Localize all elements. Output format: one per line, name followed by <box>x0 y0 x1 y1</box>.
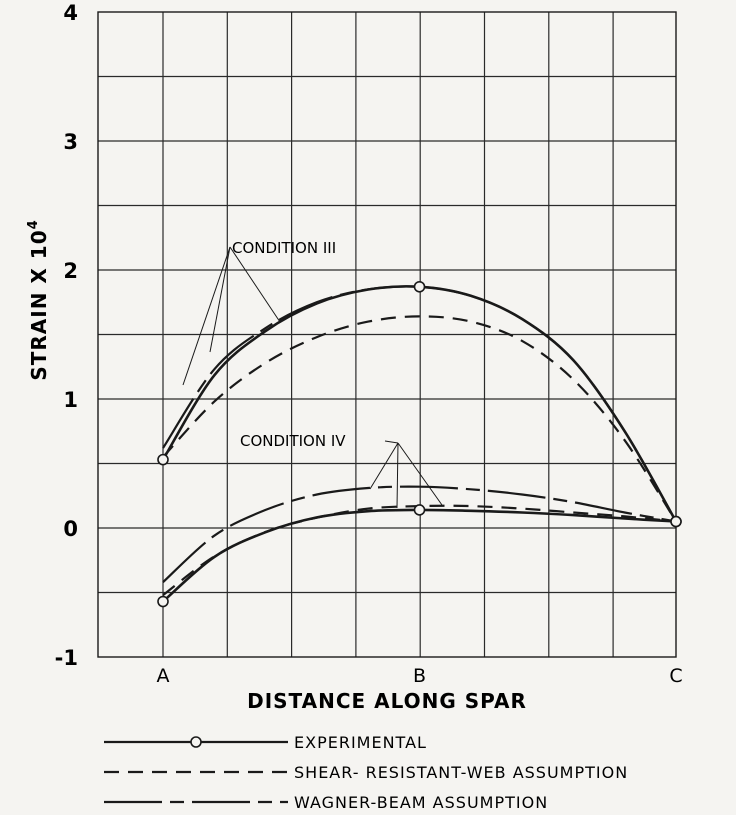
legend: EXPERIMENTAL SHEAR- RESISTANT-WEB ASSUMP… <box>104 733 628 812</box>
annotation-condition-iv-label: CONDITION IV <box>240 432 346 450</box>
leader-line <box>369 442 399 490</box>
series-line-condition-iv-dashed <box>162 504 677 596</box>
leader-line <box>209 246 231 353</box>
y-axis-title: STRAIN X 104 <box>26 219 51 380</box>
y-tick-label: 3 <box>63 130 78 154</box>
legend-marker <box>190 736 202 748</box>
annotation-condition-iii: CONDITION III <box>182 239 336 386</box>
y-tick-label: 1 <box>63 388 78 412</box>
y-tick-label: 4 <box>63 1 78 25</box>
data-point <box>413 280 426 293</box>
data-point <box>413 504 426 516</box>
series-line-condition-iv-solid-circle <box>162 508 677 603</box>
legend-item-wagner-beam: WAGNER-BEAM ASSUMPTION <box>104 793 548 812</box>
legend-label: WAGNER-BEAM ASSUMPTION <box>294 793 548 812</box>
leader-line <box>182 246 231 386</box>
legend-label: EXPERIMENTAL <box>294 733 427 752</box>
y-tick-labels: -1 0 1 2 3 4 <box>55 1 78 670</box>
leader-line <box>397 442 443 506</box>
markers <box>157 280 682 608</box>
annotation-condition-iii-label: CONDITION III <box>232 239 336 257</box>
x-axis-title: DISTANCE ALONG SPAR <box>247 689 527 713</box>
data-point <box>670 515 682 528</box>
annotation-condition-iv: CONDITION IV <box>240 432 443 509</box>
y-tick-label: 0 <box>63 517 78 541</box>
grid <box>98 12 676 657</box>
legend-label: SHEAR- RESISTANT-WEB ASSUMPTION <box>294 763 628 782</box>
x-tick-label: B <box>413 665 426 687</box>
plot-frame <box>97 11 677 658</box>
legend-item-experimental: EXPERIMENTAL <box>104 733 427 752</box>
leader-line <box>384 440 399 444</box>
series-line-condition-iii-dashed <box>162 315 677 523</box>
y-tick-label: 2 <box>63 259 78 283</box>
leader-line <box>396 442 399 509</box>
series-line-condition-iii-dash-long <box>162 285 677 523</box>
x-tick-label: C <box>669 665 682 687</box>
series-line-condition-iv-dash-long <box>162 485 677 583</box>
leader-line <box>229 246 281 323</box>
x-tick-labels: A B C <box>157 665 683 687</box>
data-point <box>157 453 169 466</box>
legend-item-shear-resistant: SHEAR- RESISTANT-WEB ASSUMPTION <box>104 763 628 782</box>
x-tick-label: A <box>157 665 170 687</box>
y-tick-label: -1 <box>55 646 78 670</box>
data-point <box>157 595 169 608</box>
